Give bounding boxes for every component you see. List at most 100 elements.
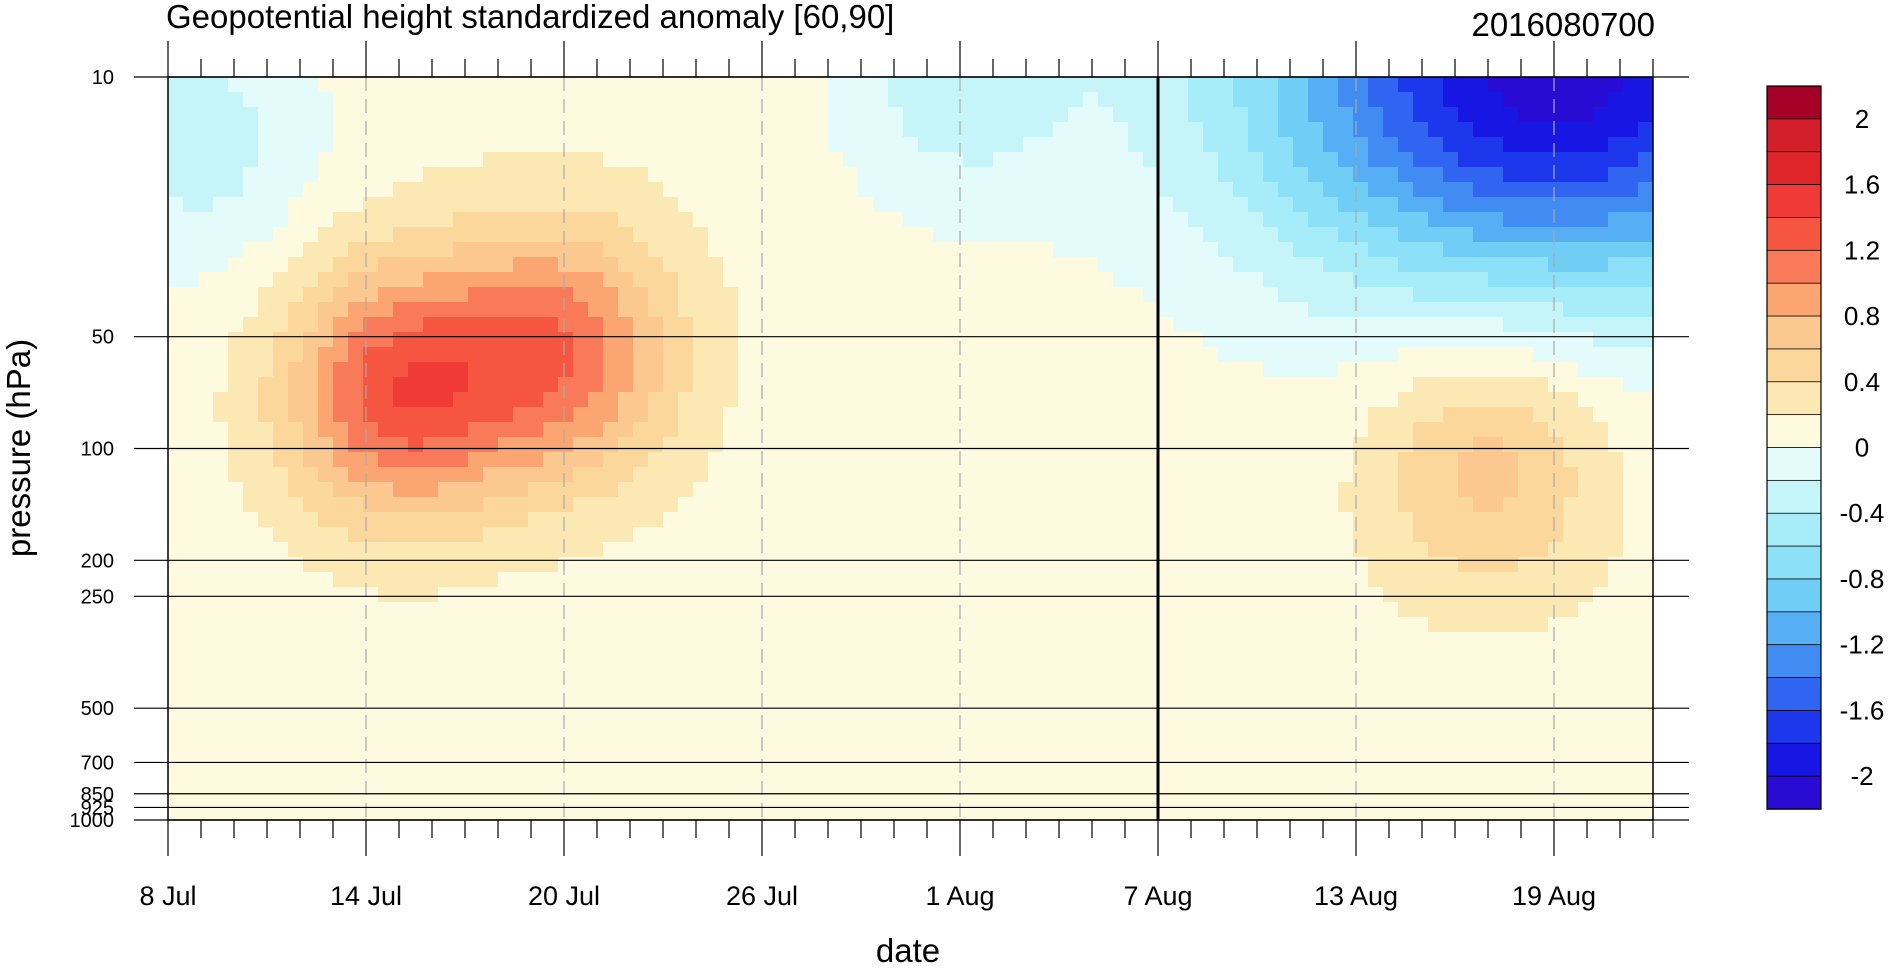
contour-cell	[753, 242, 769, 258]
contour-cell	[663, 497, 679, 513]
contour-cell	[1623, 347, 1639, 363]
contour-cell	[963, 182, 979, 198]
contour-cell	[1293, 347, 1309, 363]
contour-cell	[1413, 77, 1429, 93]
contour-cell	[603, 782, 619, 798]
contour-cell	[1008, 452, 1024, 468]
contour-cell	[858, 467, 874, 483]
contour-cell	[1128, 227, 1144, 243]
contour-cell	[1473, 587, 1489, 603]
contour-cell	[1578, 317, 1594, 333]
contour-cell	[498, 437, 514, 453]
contour-cell	[228, 647, 244, 663]
contour-cell	[318, 362, 334, 378]
contour-cell	[978, 782, 994, 798]
contour-cell	[573, 782, 589, 798]
contour-cell	[528, 527, 544, 543]
contour-cell	[738, 197, 754, 213]
contour-cell	[273, 317, 289, 333]
contour-cell	[933, 812, 949, 820]
contour-cell	[288, 647, 304, 663]
contour-cell	[648, 107, 664, 123]
contour-cell	[1353, 767, 1369, 783]
contour-cell	[1488, 257, 1504, 273]
contour-cell	[213, 362, 229, 378]
contour-cell	[648, 197, 664, 213]
contour-cell	[1008, 212, 1024, 228]
contour-cell	[1038, 212, 1054, 228]
contour-cell	[228, 437, 244, 453]
contour-cell	[1308, 242, 1324, 258]
contour-cell	[888, 407, 904, 423]
contour-cell	[1038, 497, 1054, 513]
contour-cell	[393, 392, 409, 408]
contour-cell	[288, 527, 304, 543]
contour-cell	[1278, 377, 1294, 393]
contour-cell	[1098, 782, 1114, 798]
contour-cell	[498, 302, 514, 318]
contour-cell	[1023, 227, 1039, 243]
contour-cell	[1368, 557, 1384, 573]
contour-cell	[843, 422, 859, 438]
contour-cell	[783, 542, 799, 558]
contour-cell	[888, 77, 904, 93]
contour-cell	[753, 197, 769, 213]
contour-cell	[1128, 512, 1144, 528]
contour-cell	[348, 767, 364, 783]
contour-cell	[498, 197, 514, 213]
contour-cell	[648, 212, 664, 228]
contour-cell	[1503, 587, 1519, 603]
contour-cell	[1593, 362, 1609, 378]
contour-cell	[948, 752, 964, 768]
contour-cell	[1293, 107, 1309, 123]
contour-cell	[1503, 92, 1519, 108]
contour-cell	[348, 482, 364, 498]
contour-cell	[1578, 122, 1594, 138]
contour-cell	[1203, 797, 1219, 813]
contour-cell	[708, 662, 724, 678]
contour-cell	[168, 77, 184, 93]
contour-cell	[1188, 272, 1204, 288]
contour-cell	[978, 587, 994, 603]
contour-cell	[183, 497, 199, 513]
contour-cell	[1338, 662, 1354, 678]
contour-cell	[1128, 392, 1144, 408]
contour-cell	[1128, 212, 1144, 228]
contour-cell	[243, 482, 259, 498]
contour-cell	[708, 707, 724, 723]
contour-cell	[798, 512, 814, 528]
contour-cell	[1023, 692, 1039, 708]
contour-cell	[918, 497, 934, 513]
contour-cell	[423, 467, 439, 483]
contour-cell	[1008, 782, 1024, 798]
contour-cell	[933, 377, 949, 393]
contour-cell	[453, 557, 469, 573]
contour-cell	[1413, 287, 1429, 303]
contour-cell	[633, 167, 649, 183]
contour-cell	[348, 632, 364, 648]
contour-cell	[453, 572, 469, 588]
contour-cell	[1188, 557, 1204, 573]
contour-cell	[198, 257, 214, 273]
contour-cell	[963, 422, 979, 438]
contour-cell	[363, 317, 379, 333]
contour-cell	[348, 737, 364, 753]
contour-cell	[558, 362, 574, 378]
contour-cell	[288, 662, 304, 678]
contour-cell	[168, 92, 184, 108]
contour-cell	[423, 77, 439, 93]
contour-cell	[258, 572, 274, 588]
contour-cell	[663, 362, 679, 378]
contour-cell	[543, 692, 559, 708]
contour-cell	[933, 362, 949, 378]
contour-cell	[1173, 527, 1189, 543]
contour-cell	[573, 497, 589, 513]
contour-cell	[813, 497, 829, 513]
contour-cell	[1128, 302, 1144, 318]
contour-cell	[1608, 137, 1624, 153]
contour-cell	[903, 347, 919, 363]
contour-cell	[648, 782, 664, 798]
contour-cell	[1323, 422, 1339, 438]
contour-cell	[363, 107, 379, 123]
contour-cell	[1188, 122, 1204, 138]
